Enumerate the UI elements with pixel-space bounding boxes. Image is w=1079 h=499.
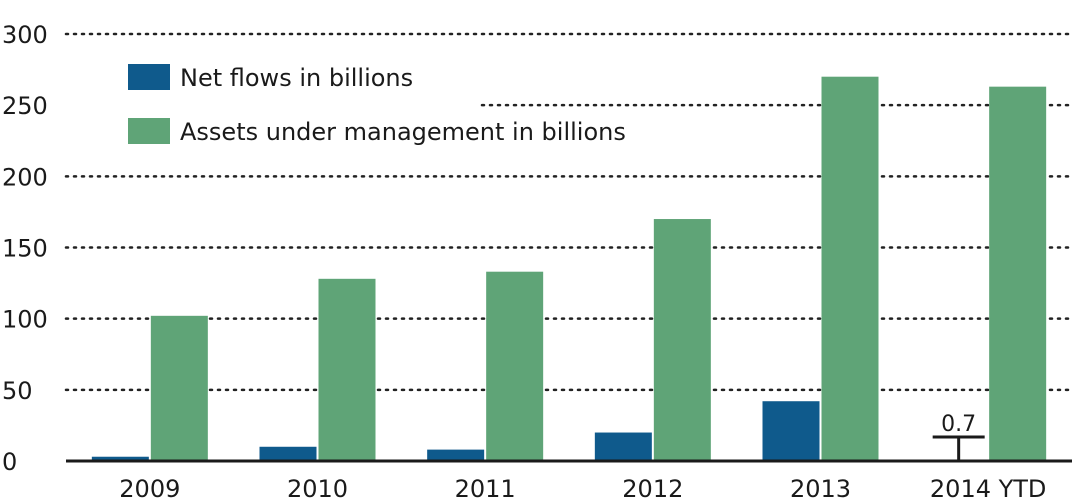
y-tick-label: 100: [2, 306, 48, 334]
gridlines: [64, 32, 1074, 392]
legend: Net flows in billions Assets under manag…: [60, 55, 626, 165]
bar-assets-2009: [150, 315, 208, 461]
annotations: 0.7: [932, 412, 985, 461]
y-tick-label: 250: [2, 92, 48, 120]
bar-assets-2011: [486, 271, 544, 461]
bar-assets-2010: [318, 278, 376, 461]
legend-label-net-flows: Net flows in billions: [180, 64, 413, 92]
x-axis-ticks: 2009 2010 2011 2012 2013 2014 YTD: [119, 475, 1046, 499]
x-tick-label: 2009: [119, 475, 180, 499]
bar-assets-2014-ytd: [989, 86, 1047, 461]
legend-swatch-net-flows: [128, 64, 170, 90]
bars: [91, 76, 1047, 461]
bar-assets-2013: [821, 76, 879, 461]
y-tick-label: 150: [2, 235, 48, 263]
x-tick-label: 2010: [287, 475, 348, 499]
bar-net-flows-2009: [91, 456, 149, 461]
annotation-label: 0.7: [941, 412, 976, 437]
y-axis-ticks: 0 50 100 150 200 250 300: [2, 21, 48, 476]
y-tick-label: 200: [2, 163, 48, 191]
x-tick-label: 2013: [790, 475, 851, 499]
x-tick-label: 2014 YTD: [930, 475, 1047, 499]
y-tick-label: 300: [2, 21, 48, 49]
bar-net-flows-2012: [594, 432, 652, 461]
bar-net-flows-2011: [427, 449, 485, 461]
y-tick-label: 50: [2, 377, 33, 405]
y-tick-label: 0: [2, 448, 17, 476]
bar-net-flows-2013: [762, 401, 820, 461]
bar-assets-2012: [653, 219, 711, 461]
x-tick-label: 2012: [622, 475, 683, 499]
bar-net-flows-2010: [259, 446, 317, 461]
x-tick-label: 2011: [455, 475, 516, 499]
legend-swatch-assets: [128, 118, 170, 144]
legend-label-assets: Assets under management in billions: [180, 118, 626, 146]
